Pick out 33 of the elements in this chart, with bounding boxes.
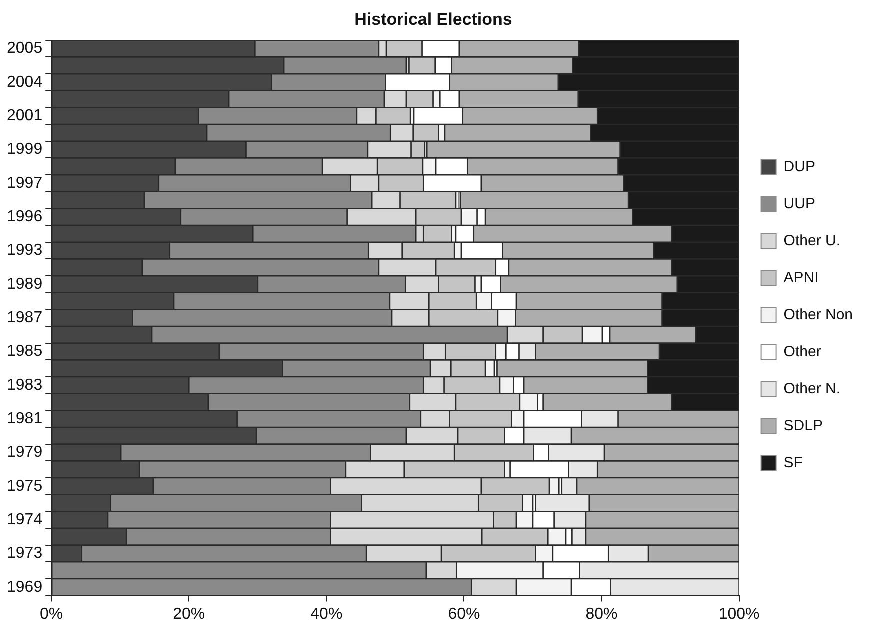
y-tick-label: 1973	[7, 545, 43, 562]
chart-title: Historical Elections	[354, 10, 512, 29]
legend-label: APNI	[784, 270, 819, 287]
y-tick-label: 1999	[7, 141, 43, 158]
y-tick-label: 2004	[7, 74, 43, 91]
y-tick-label: 1996	[7, 208, 43, 226]
y-tick-label: 2005	[7, 40, 43, 58]
legend-label: SDLP	[784, 418, 823, 435]
y-tick-label: 1987	[7, 310, 43, 327]
legend-label: Other Non	[784, 306, 854, 324]
y-tick-label: 1993	[7, 242, 43, 260]
y-tick-label: 1997	[7, 174, 43, 192]
y-tick-label: 2001	[7, 108, 43, 125]
y-tick-label: 1979	[7, 444, 43, 462]
legend-label: SF	[784, 454, 803, 472]
y-tick-label: 1975	[7, 478, 43, 495]
legend-label: Other	[784, 344, 822, 361]
y-tick-label: 1981	[7, 410, 43, 428]
legend-label: Other N.	[784, 380, 840, 398]
legend-label: UUP	[784, 196, 816, 213]
legend-label: Other U.	[784, 232, 840, 250]
x-tick-label: 60%	[448, 606, 480, 623]
y-tick-label: 1985	[7, 343, 43, 360]
legend-label: DUP	[784, 158, 816, 176]
x-tick-label: 100%	[718, 606, 760, 623]
x-tick-label: 40%	[310, 606, 343, 623]
x-tick-label: 0%	[40, 606, 64, 623]
y-tick-label: 1974	[7, 511, 43, 528]
x-tick-label: 20%	[173, 606, 206, 623]
y-tick-label: 1989	[7, 276, 43, 293]
y-tick-label: 1969	[7, 578, 43, 596]
y-tick-label: 1983	[7, 376, 43, 394]
x-tick-label: 80%	[586, 606, 618, 623]
